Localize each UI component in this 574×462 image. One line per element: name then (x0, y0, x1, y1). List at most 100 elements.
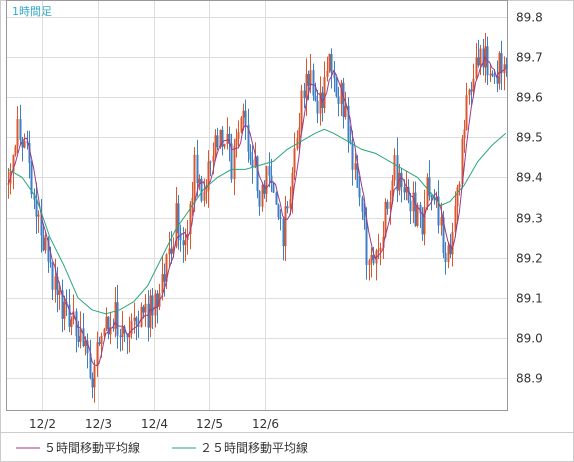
candle-body (84, 340, 87, 346)
candle-body (298, 127, 301, 139)
candle-body (468, 89, 471, 96)
candle-body (182, 240, 185, 246)
candle-body (105, 316, 108, 329)
candle-body (293, 148, 296, 173)
candle-body (435, 196, 438, 201)
candle-body (393, 155, 396, 181)
candle-body (235, 138, 238, 146)
x-tick-label: 12/4 (141, 417, 168, 431)
candle-body (391, 180, 394, 202)
candle-body (42, 235, 45, 251)
candle-body (493, 75, 496, 77)
candle-body (333, 72, 336, 79)
candle-body (203, 191, 206, 201)
candle-body (282, 219, 285, 247)
candle-body (337, 96, 340, 104)
candle-body (498, 53, 501, 84)
candle-body (21, 139, 24, 148)
y-tick-label: 89.8 (516, 11, 543, 25)
candle-body (421, 213, 424, 235)
candle-body (72, 311, 75, 320)
candle-body (472, 78, 475, 92)
y-tick-label: 89.1 (516, 292, 543, 306)
candle-body (428, 177, 431, 196)
candle-body (198, 178, 201, 184)
candle-body (433, 197, 436, 201)
candle-body (482, 48, 485, 68)
candle-body (219, 129, 222, 148)
candle-body (144, 303, 147, 313)
candle-body (356, 163, 359, 188)
candle-body (79, 328, 82, 342)
y-tick-label: 89.7 (516, 51, 543, 65)
candle-body (230, 143, 233, 180)
candle-body (130, 320, 133, 334)
candle-body (19, 119, 22, 140)
candle-body (416, 204, 419, 226)
candle-body (440, 217, 443, 226)
candle-body (63, 301, 66, 319)
candle-body (326, 70, 329, 77)
candle-body (477, 57, 480, 66)
candle-body (179, 233, 182, 241)
candle-body (249, 151, 252, 160)
candle-body (107, 316, 110, 335)
candle-body (89, 353, 92, 378)
candle-body (112, 327, 115, 329)
legend-label-ma5: ５時間移動平均線 (44, 440, 140, 455)
candle-body (14, 146, 17, 155)
candle-body (309, 70, 312, 86)
candle-body (170, 248, 173, 254)
grid-lines (7, 1, 507, 410)
candle-body (316, 100, 319, 114)
candle-body (91, 377, 94, 388)
candle-body (314, 95, 317, 101)
ma25-line (7, 128, 507, 315)
candle-body (342, 82, 345, 118)
x-axis-ticks: 12/2 12/3 12/4 12/5 12/6 (29, 417, 279, 431)
candle-body (172, 246, 175, 254)
candle-body (370, 254, 373, 261)
candle-body (205, 190, 208, 192)
candle-body (200, 178, 203, 201)
candle-body (491, 73, 494, 76)
candle-body (175, 203, 178, 247)
candle-body (44, 237, 47, 251)
candle-body (409, 200, 412, 212)
candle-body (109, 327, 112, 335)
moving-average-lines (7, 55, 507, 367)
candle-body (389, 201, 392, 209)
candle-body (209, 161, 212, 163)
candle-body (149, 295, 152, 328)
candle-body (244, 110, 247, 125)
candle-body (116, 302, 119, 336)
candle-body (40, 214, 43, 236)
candle-body (128, 333, 131, 338)
y-tick-label: 89.3 (516, 212, 543, 226)
candle-body (444, 252, 447, 263)
candle-body (140, 306, 143, 327)
candle-body (358, 187, 361, 198)
candle-body (479, 48, 482, 66)
candle-body (396, 155, 399, 191)
candle-body (368, 260, 371, 265)
candle-body (165, 254, 168, 282)
candle-body (484, 46, 487, 68)
candle-body (184, 239, 187, 246)
candle-body (400, 172, 403, 188)
period-label: 1時間足 (12, 5, 52, 18)
candle-body (407, 187, 410, 201)
candle-body (284, 206, 287, 247)
candle-body (328, 54, 331, 71)
candle-body (114, 302, 117, 329)
candle-body (221, 129, 224, 147)
y-axis-ticks: 88.9 89.0 89.1 89.2 89.3 89.4 89.5 89.6 89.7 89.8 (516, 11, 543, 386)
candle-body (189, 203, 192, 235)
candle-body (237, 132, 240, 139)
candle-body (30, 163, 33, 195)
candle-body (161, 274, 164, 294)
candle-body (214, 135, 217, 157)
candle-body (35, 199, 38, 217)
candle-body (456, 187, 459, 207)
